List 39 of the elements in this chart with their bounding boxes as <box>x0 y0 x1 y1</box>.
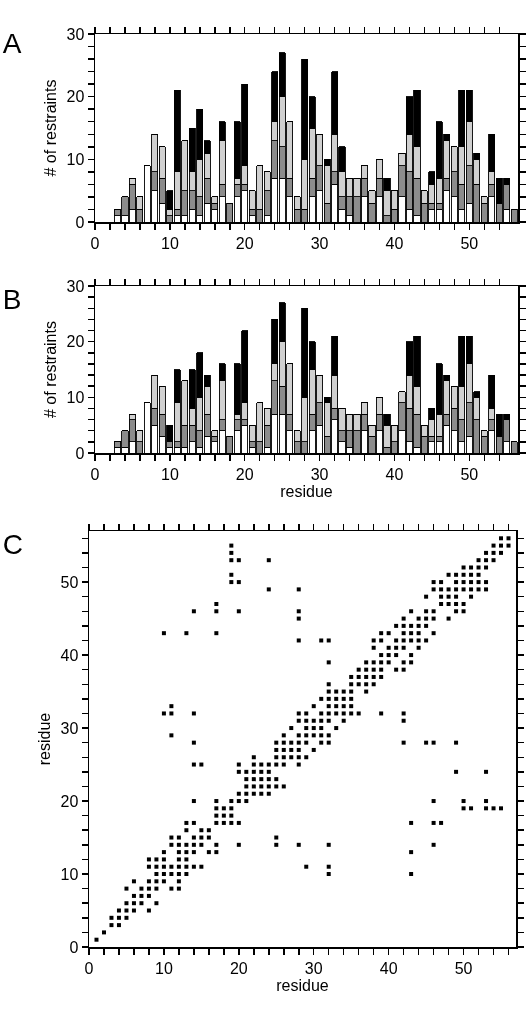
y-tick-label: 30 <box>66 25 85 43</box>
chart-title: C <box>2 529 23 561</box>
chart-title: A <box>2 28 22 60</box>
x-tick-label: 30 <box>304 959 323 977</box>
y-tick-label: 10 <box>66 388 85 406</box>
y-tick-label: 10 <box>66 150 85 168</box>
x-tick-label: 10 <box>160 234 179 252</box>
y-tick-label: 0 <box>69 938 79 956</box>
x-tick-label: 20 <box>235 234 254 252</box>
y-axis-title: residue <box>35 712 53 766</box>
x-tick-label: 40 <box>385 465 404 483</box>
y-axis-title: # of restraints <box>41 321 59 418</box>
y-tick-label: 10 <box>60 865 79 883</box>
y-axis-title: # of restraints <box>41 79 59 177</box>
y-tick-label: 20 <box>60 792 79 810</box>
x-tick-label: 10 <box>155 959 173 977</box>
x-axis-title: residue <box>276 976 329 994</box>
y-tick-label: 50 <box>60 573 79 591</box>
x-tick-label: 20 <box>235 465 254 483</box>
chart-title: B <box>2 284 22 316</box>
x-tick-label: 30 <box>310 465 329 483</box>
x-tick-label: 10 <box>160 465 179 483</box>
y-tick-label: 0 <box>75 444 85 462</box>
y-tick-label: 20 <box>66 88 85 106</box>
y-tick-label: 0 <box>75 213 85 231</box>
x-tick-label: 50 <box>460 234 479 252</box>
y-tick-label: 30 <box>60 719 79 737</box>
x-tick-label: 20 <box>229 959 248 977</box>
y-tick-label: 40 <box>60 646 79 664</box>
x-tick-label: 50 <box>454 959 473 977</box>
x-tick-label: 50 <box>460 465 479 483</box>
x-axis-title: residue <box>280 482 333 500</box>
x-tick-label: 0 <box>90 234 100 252</box>
y-tick-label: 20 <box>66 333 85 351</box>
x-tick-label: 40 <box>379 959 398 977</box>
x-tick-label: 30 <box>310 234 329 252</box>
x-tick-label: 40 <box>385 234 404 252</box>
y-tick-label: 30 <box>66 277 85 295</box>
x-tick-label: 0 <box>90 465 100 483</box>
